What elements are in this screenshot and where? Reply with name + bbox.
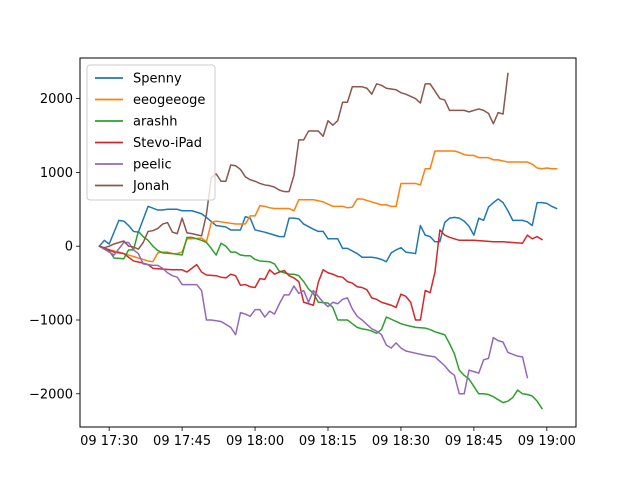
x-tick-label: 09 18:45 bbox=[445, 434, 503, 449]
legend-label: Jonah bbox=[132, 179, 169, 194]
series-line-0 bbox=[98, 198, 558, 263]
series-line-1 bbox=[98, 150, 558, 263]
x-tick-label: 09 18:30 bbox=[372, 434, 430, 449]
x-tick-label: 09 19:00 bbox=[518, 434, 576, 449]
x-tick-label: 09 17:30 bbox=[80, 434, 138, 449]
y-tick-label: −1000 bbox=[29, 313, 73, 328]
series-line-5 bbox=[98, 72, 509, 250]
y-axis: 2000 1000 0 −1000 −2000 bbox=[29, 92, 80, 402]
series-line-4 bbox=[98, 241, 529, 395]
series-line-3 bbox=[98, 229, 543, 321]
x-tick-label: 09 18:00 bbox=[226, 434, 284, 449]
x-tick-label: 09 18:15 bbox=[299, 434, 357, 449]
legend-label: eeogeeoge bbox=[133, 93, 205, 108]
y-tick-label: 0 bbox=[65, 240, 73, 255]
legend-label: peelic bbox=[133, 158, 172, 173]
y-tick-label: −2000 bbox=[29, 387, 73, 402]
x-axis: 09 17:30 09 17:45 09 18:00 09 18:15 09 18:30… bbox=[80, 427, 576, 449]
x-tick-label: 09 17:45 bbox=[153, 434, 211, 449]
plot-lines bbox=[98, 72, 558, 410]
legend-label: arashh bbox=[133, 115, 178, 130]
y-tick-label: 2000 bbox=[40, 92, 73, 107]
legend-label: Spenny bbox=[133, 72, 182, 87]
y-tick-label: 1000 bbox=[40, 166, 73, 181]
legend: Spenny eeogeeoge arashh Stevo-iPad peelic Jon… bbox=[86, 64, 216, 201]
legend-label: Stevo-iPad bbox=[133, 136, 202, 151]
